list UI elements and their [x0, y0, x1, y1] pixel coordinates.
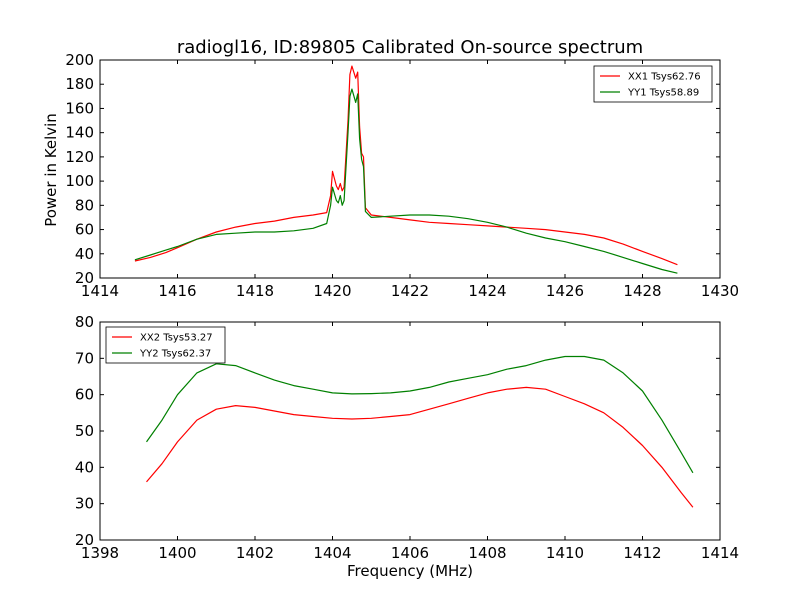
legend-2: XX2 Tsys53.27 YY2 Tsys62.37 — [105, 326, 226, 364]
subplot-1: 1414 1416 1418 1420 1422 1424 1426 1428 1430 20 40… — [65, 51, 739, 300]
x-tick-label: 1406 — [391, 544, 429, 562]
legend-box — [105, 326, 226, 364]
x-tick-label: 1430 — [701, 282, 739, 300]
x-tick-label: 1418 — [236, 282, 274, 300]
series-line-red-2 — [146, 386, 694, 508]
y-tick-label: 20 — [75, 269, 94, 287]
x-axis-label-bottom: Frequency (MHz) — [347, 562, 473, 580]
y-tick-label: 80 — [75, 196, 94, 214]
y-tick-label: 20 — [75, 531, 94, 549]
y-tick-label: 100 — [65, 172, 94, 190]
x-tick-label: 1414 — [81, 282, 119, 300]
y-tick-label: 40 — [75, 458, 94, 476]
x-tick-label: 1402 — [236, 544, 274, 562]
x-tick-label: 1412 — [623, 544, 661, 562]
x-tick-label: 1400 — [158, 544, 196, 562]
x-tick-label: 1426 — [546, 282, 584, 300]
y-tick-label: 60 — [75, 386, 94, 404]
y-tick-label: 40 — [75, 245, 94, 263]
y-tick-label: 50 — [75, 422, 94, 440]
y-tick-label: 80 — [75, 313, 94, 331]
y-tick-label: 140 — [65, 124, 94, 142]
y-tick-label: 180 — [65, 75, 94, 93]
x-tick-label: 1404 — [313, 544, 351, 562]
legend-label: YY1 Tsys58.89 — [627, 88, 699, 99]
subplot-2: 1398 1400 1402 1404 1406 1408 1410 1412 1414 20 30… — [75, 313, 739, 562]
legend-label: XX1 Tsys62.76 — [628, 72, 701, 83]
y-tick-label: 70 — [75, 349, 94, 367]
series-line-green-2 — [146, 355, 694, 474]
y-tick-label: 120 — [65, 148, 94, 166]
x-tick-label: 1410 — [546, 544, 584, 562]
y-tick-label: 60 — [75, 221, 94, 239]
chart-title: radiogl16, ID:89805 Calibrated On-source… — [177, 37, 643, 58]
x-tick-label: 1424 — [468, 282, 506, 300]
legend-label: XX2 Tsys53.27 — [140, 333, 213, 344]
y-tick-label: 160 — [65, 99, 94, 117]
x-tick-label: 1416 — [158, 282, 196, 300]
x-tick-label: 1428 — [623, 282, 661, 300]
legend-label: YY2 Tsys62.37 — [139, 349, 211, 360]
y-axis-label-top: Power in Kelvin — [42, 113, 60, 227]
x-tick-label: 1398 — [81, 544, 119, 562]
x-tick-label: 1408 — [468, 544, 506, 562]
legend-box — [593, 65, 713, 103]
y-tick-label: 30 — [75, 495, 94, 513]
legend-1: XX1 Tsys62.76 YY1 Tsys58.89 — [593, 65, 713, 103]
x-tick-label: 1420 — [313, 282, 351, 300]
x-tick-label: 1414 — [701, 544, 739, 562]
series-line-red-1 — [134, 65, 678, 266]
series-line-green-1 — [134, 88, 678, 274]
y-tick-label: 200 — [65, 51, 94, 69]
plots-group: 1414 1416 1418 1420 1422 1424 1426 1428 1430 20 40… — [65, 51, 739, 562]
x-tick-label: 1422 — [391, 282, 429, 300]
